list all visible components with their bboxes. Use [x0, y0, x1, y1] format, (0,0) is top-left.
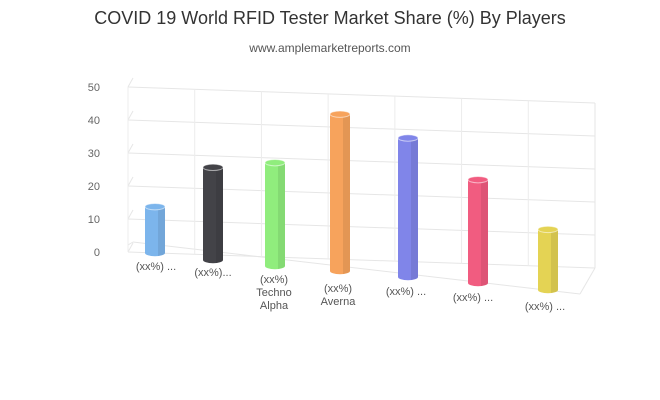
bar-shade	[343, 114, 350, 274]
bar-shade	[411, 138, 418, 280]
x-tick-label: (xx%) Techno Alpha	[256, 274, 291, 312]
gridline-left-wall	[127, 77, 134, 88]
x-tick-label: (xx%) ...	[525, 301, 565, 313]
bar-body	[145, 206, 165, 257]
x-tick-label: (xx%)...	[194, 267, 231, 279]
gridline	[127, 185, 596, 203]
bar-shade	[158, 206, 165, 256]
bar	[202, 163, 224, 264]
bar	[144, 202, 166, 257]
y-tick-label: 40	[88, 115, 100, 127]
chart-title: COVID 19 World RFID Tester Market Share …	[94, 8, 566, 28]
bar-top	[202, 163, 224, 172]
gridline	[127, 251, 596, 269]
bar-top	[537, 225, 559, 234]
gridline-left-wall	[127, 242, 134, 253]
bar-shade	[216, 167, 223, 263]
bar-top	[144, 202, 166, 211]
bar	[537, 225, 559, 294]
gridline	[127, 218, 596, 236]
bar-top	[329, 110, 351, 118]
bar	[397, 134, 419, 281]
bar-shade	[278, 162, 285, 269]
bar-body	[203, 167, 224, 264]
bar-top	[397, 134, 419, 142]
gridline	[127, 86, 596, 104]
gridline-left-wall	[127, 110, 134, 121]
bar	[467, 175, 489, 287]
x-tick-label: (xx%) ...	[136, 261, 176, 273]
floor-left-edge	[127, 241, 134, 246]
y-tick-label: 0	[94, 247, 100, 259]
y-tick-label: 30	[88, 148, 100, 160]
gridline	[127, 152, 596, 170]
bar-top	[467, 175, 489, 184]
y-tick-label: 10	[88, 214, 100, 226]
gridline-left-wall	[127, 143, 134, 154]
x-tick-label: (xx%) Averna	[321, 283, 357, 308]
floor-right-edge	[579, 267, 596, 295]
bar-body	[265, 162, 285, 270]
bar-body	[398, 138, 418, 281]
x-tick-label: (xx%) ...	[386, 286, 426, 298]
bar-body	[330, 114, 350, 275]
bar	[329, 110, 351, 275]
y-tick-label: 50	[88, 82, 100, 94]
x-tick-label: (xx%) ...	[453, 292, 493, 304]
bar-shade	[481, 179, 488, 286]
gridline	[127, 119, 596, 137]
gridline-left-wall	[127, 209, 134, 220]
bar-body	[538, 229, 558, 294]
bar-shade	[551, 229, 558, 293]
chart-subtitle: www.amplemarketreports.com	[249, 41, 411, 55]
bar-body	[468, 179, 488, 287]
bar-top	[264, 158, 286, 167]
grid-lines	[127, 77, 596, 295]
y-tick-label: 20	[88, 181, 100, 193]
gridline-left-wall	[127, 176, 134, 187]
bar	[264, 158, 286, 270]
